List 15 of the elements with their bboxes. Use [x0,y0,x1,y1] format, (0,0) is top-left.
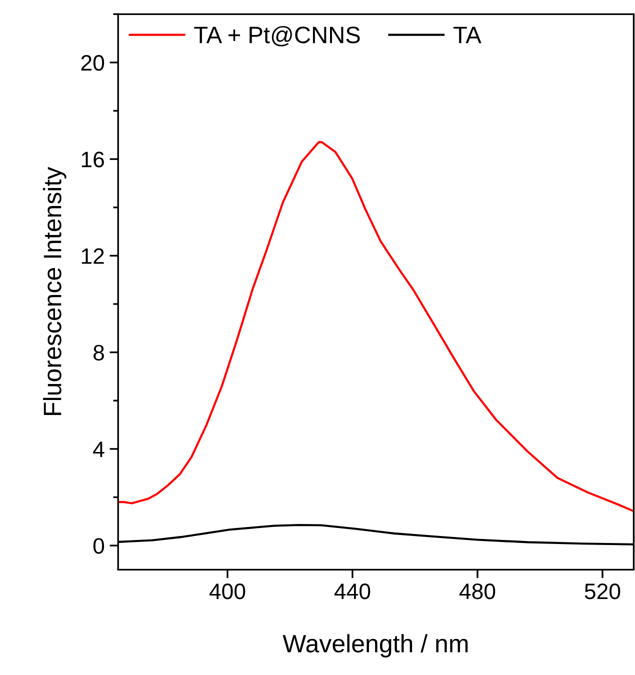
legend-label: TA + Pt@CNNS [194,26,360,46]
x-tick-label: 400 [209,583,246,600]
y-tick-label: 0 [93,538,104,554]
x-tick-label: 480 [459,583,496,600]
x-axis-title: Wavelength / nm [282,634,468,658]
x-tick-label: 440 [334,583,370,600]
x-tick-label: 520 [584,583,620,600]
legend-label: TA [454,26,482,44]
y-tick-label: 16 [82,152,104,168]
y-axis-title: Fluorescence Intensity [43,166,66,415]
y-tick-label: 8 [94,344,104,361]
y-tick-label: 20 [81,55,104,71]
y-tick-label: 12 [82,248,104,264]
line-series [118,141,634,512]
y-tick-label: 4 [93,442,104,457]
